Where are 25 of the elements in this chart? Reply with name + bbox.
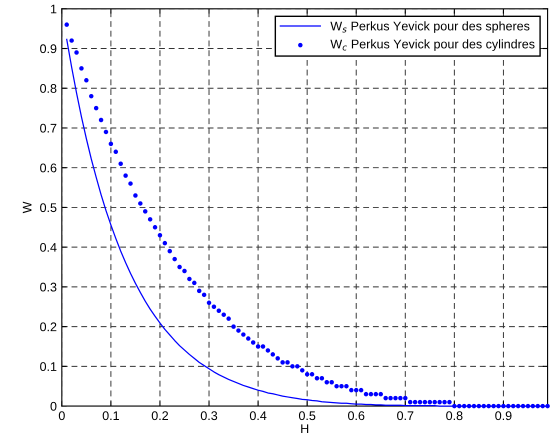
y-tick-label: 0.5 [40,203,56,212]
y-tick-label: 0.6 [40,164,56,172]
y-tick-label: 1 [50,4,56,14]
y-axis-title: W [22,202,32,214]
x-tick-label: 0.7 [397,411,414,420]
x-tick-label: 0.8 [446,411,463,420]
y-tick-label: 0.8 [40,84,56,93]
x-tick-label: 0.4 [250,411,266,420]
y-tick-label: 0.2 [40,322,56,332]
y-tick-label: 0.1 [40,362,56,371]
y-tick-label: 0 [50,402,56,411]
x-tick-label: 0.3 [200,411,218,420]
y-tick-label: 0.7 [40,124,56,133]
y-tick-label: 0.9 [40,44,56,54]
y-tick-label: 0.3 [40,282,56,292]
legend-label: W$_{c}$ Perkus Yevick pour des cylindres [330,39,535,51]
x-tick-label: 0 [58,411,65,420]
x-tick-label: 0.5 [298,411,316,420]
x-tick-label: 0.1 [102,411,119,420]
x-tick-label: 0.6 [348,411,364,420]
y-tick-label: 0.4 [40,242,57,252]
x-axis-title: H [301,424,308,434]
legend-label: W$_{s}$ Perkus Yevick pour des spheres [330,21,530,33]
x-tick-label: 0.9 [495,411,512,420]
x-tick-label: 0.2 [152,411,168,420]
